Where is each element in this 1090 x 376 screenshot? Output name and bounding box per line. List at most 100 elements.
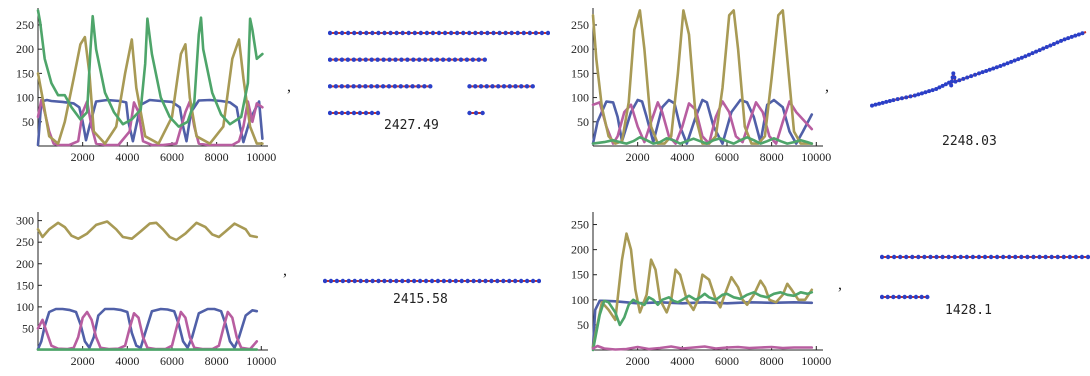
dot-point (382, 30, 387, 36)
series-line-green (591, 136, 814, 145)
separator-comma-4: , (838, 276, 842, 293)
x-tick-label: 6000 (715, 354, 739, 368)
dot-point (446, 57, 452, 62)
series-line-green (591, 291, 814, 352)
dot-point (501, 278, 506, 284)
dot-point (416, 84, 421, 89)
dot-point (333, 110, 339, 116)
dot-point (328, 278, 334, 284)
dot-point (904, 254, 909, 260)
dot-point (982, 254, 988, 260)
dot-point (418, 30, 424, 36)
dot-point (1025, 254, 1030, 260)
dot-point (919, 91, 924, 96)
dot-point (1023, 54, 1028, 59)
dot-point (904, 95, 909, 100)
dot-point (519, 84, 524, 89)
dot-point (497, 30, 502, 36)
dot-point (527, 30, 533, 36)
x-tick-label: 8000 (205, 150, 229, 164)
value-label-1: 2427.49 (384, 118, 439, 133)
x-tick-label: 8000 (205, 354, 229, 368)
dot-point (1055, 254, 1060, 260)
series-line-blue (591, 299, 814, 349)
dot-point (453, 278, 458, 284)
dot-pattern-2-svg (870, 31, 1087, 108)
dot-point (870, 103, 874, 108)
dot-point (441, 278, 447, 284)
dot-point (1016, 57, 1021, 62)
series-line-pink (36, 310, 259, 351)
dot-point (927, 89, 932, 94)
dot-point (345, 57, 351, 62)
x-tick-label: 4000 (115, 354, 139, 368)
x-tick-label: 2000 (626, 150, 650, 164)
time-series-plot-3: 2000 4000 6000 8000 10000 50 100 150 200 250 300 (0, 204, 280, 374)
dot-point (491, 30, 496, 36)
y-tick-label: 150 (16, 66, 34, 80)
dot-point (340, 278, 346, 284)
dot-point (1067, 254, 1073, 260)
dot-point (1079, 254, 1085, 260)
dot-point (1061, 254, 1066, 260)
x-tick-label: 10000 (801, 354, 831, 368)
dot-point (357, 57, 362, 62)
dot-point (912, 93, 917, 98)
dot-point (1073, 254, 1079, 260)
dot-point (412, 30, 417, 36)
dot-point (345, 110, 351, 116)
dot-point (351, 84, 356, 89)
dot-point (411, 57, 416, 62)
time-series-plot-2: 2000 4000 6000 8000 10000 50 100 150 200 250 (555, 0, 835, 170)
dot-point (334, 278, 340, 284)
dot-point (448, 30, 454, 36)
dot-point (496, 84, 501, 89)
dot-point (884, 99, 889, 104)
dot-point (386, 84, 392, 89)
dot-point (478, 84, 484, 89)
dot-point (965, 75, 970, 80)
dot-point (485, 30, 490, 36)
dot-point (380, 84, 386, 89)
dot-point (970, 254, 976, 260)
dot-point (440, 57, 446, 62)
dot-point (949, 79, 954, 84)
dot-point (351, 57, 357, 62)
dot-point (946, 254, 951, 260)
dot-point (339, 84, 344, 89)
dot-point (327, 84, 333, 89)
dot-point (1073, 33, 1078, 38)
dot-point (949, 83, 954, 88)
dot-point (333, 57, 339, 62)
dot-point (417, 57, 422, 62)
series-line-gold (36, 220, 259, 242)
dot-point (464, 57, 470, 62)
dot-point (1080, 31, 1085, 36)
dot-point (1055, 40, 1060, 45)
x-tick-label: 2000 (71, 354, 95, 368)
dot-point (923, 90, 928, 95)
dot-point (1062, 37, 1067, 42)
separator-comma-1: , (287, 78, 291, 95)
time-series-plot-1: 2000 4000 6000 8000 10000 50 100 150 200 250 (0, 0, 280, 170)
dot-point (417, 278, 423, 284)
dot-point (447, 278, 453, 284)
dot-point (376, 278, 381, 284)
dot-point (423, 57, 428, 62)
dot-point (515, 30, 520, 36)
dot-point (357, 110, 363, 116)
dot-point (976, 254, 982, 260)
dot-point (1000, 254, 1006, 260)
x-tick-label: 4000 (670, 150, 694, 164)
dot-point (398, 84, 403, 89)
dot-pattern-1-svg (327, 30, 551, 116)
dot-point (370, 30, 375, 36)
dot-point (1031, 254, 1036, 260)
dot-point (507, 84, 512, 89)
dot-point (364, 278, 369, 284)
dot-point (958, 254, 963, 260)
dot-point (937, 85, 942, 90)
dot-point (333, 30, 339, 36)
dot-point (896, 294, 902, 300)
dot-point (452, 57, 458, 62)
